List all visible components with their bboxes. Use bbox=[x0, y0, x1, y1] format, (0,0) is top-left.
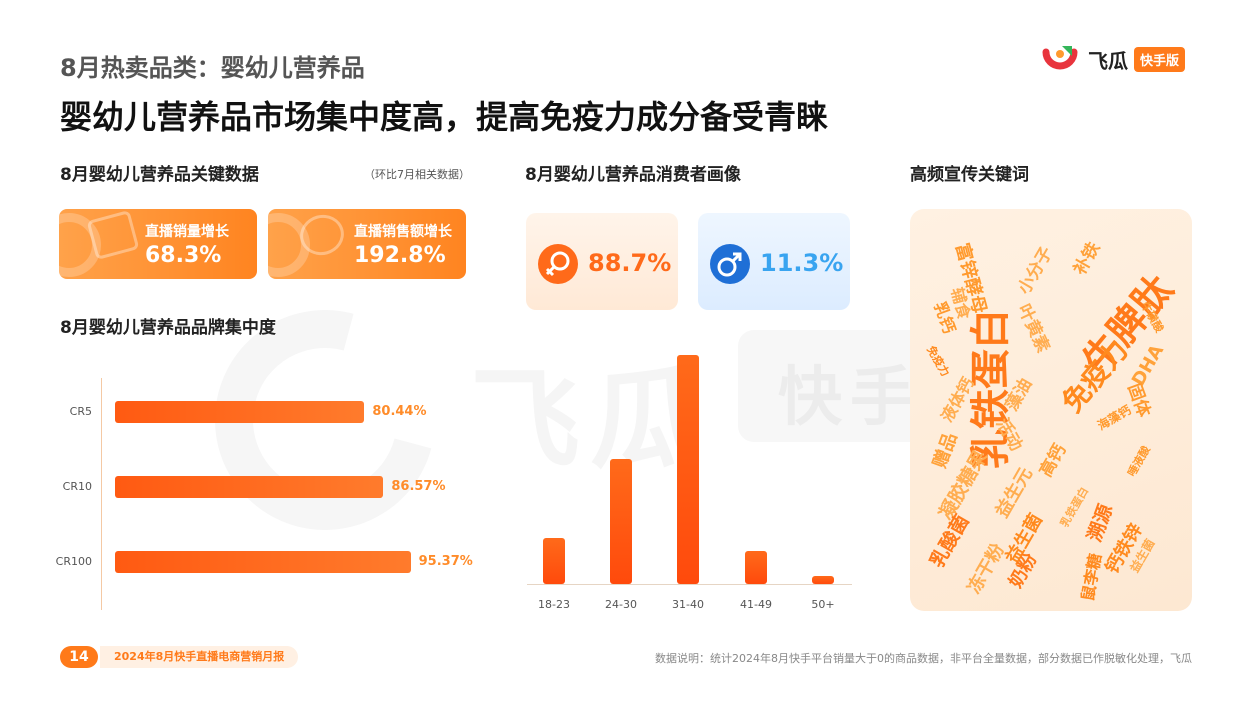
cr-axis bbox=[101, 378, 102, 610]
keyword: 免疫力 bbox=[924, 343, 952, 379]
age-bar bbox=[745, 551, 767, 584]
page-kicker: 8月热卖品类：婴幼儿营养品 bbox=[60, 54, 365, 82]
male-share-value: 11.3% bbox=[760, 249, 844, 277]
cr-bar bbox=[115, 476, 384, 498]
stat-value: 192.8% bbox=[354, 243, 446, 268]
stat-card-sales-amount: 直播销售额增长 192.8% bbox=[268, 209, 466, 279]
logo-name: 飞瓜 bbox=[1088, 48, 1128, 73]
keyword: 小分子 bbox=[1014, 243, 1058, 298]
female-share-value: 88.7% bbox=[588, 249, 672, 277]
keyword: 乳酸菌 bbox=[926, 511, 974, 572]
brand-concentration-title: 8月婴幼儿营养品品牌集中度 bbox=[60, 318, 276, 338]
stat-label: 直播销量增长 bbox=[145, 224, 229, 240]
age-tick-label: 18-23 bbox=[538, 598, 570, 611]
cr-category-label: CR5 bbox=[69, 405, 92, 418]
box-icon bbox=[86, 209, 140, 261]
keyword: 鼠李糖 bbox=[1077, 551, 1106, 603]
age-bar bbox=[677, 354, 699, 584]
keyword: 叶黄素 bbox=[1013, 301, 1054, 356]
keyword: 海藻钙 bbox=[1095, 402, 1134, 433]
logo-badge: 快手版 bbox=[1134, 46, 1186, 72]
stat-card-sales-volume: 直播销量增长 68.3% bbox=[59, 209, 257, 279]
keyword-cloud: 乳铁蛋白 牛脾肽 免疫力 DHA 富锌酵母 辅食 小分子 补铁 叶黄素 乳钙 牛… bbox=[910, 209, 1192, 611]
key-data-note: （环比7月相关数据） bbox=[364, 168, 470, 181]
feigua-logo-icon bbox=[1042, 46, 1078, 70]
stat-label: 直播销售额增长 bbox=[354, 224, 452, 240]
age-bar bbox=[543, 538, 565, 584]
consumer-profile-title: 8月婴幼儿营养品消费者画像 bbox=[525, 165, 741, 185]
cr-category-label: CR100 bbox=[55, 555, 92, 568]
brand-logo: 飞瓜 快手版 bbox=[1040, 42, 1186, 76]
keywords-title: 高频宣传关键词 bbox=[910, 165, 1029, 185]
age-axis bbox=[527, 584, 852, 585]
card-deco-ring bbox=[59, 213, 101, 277]
cr-bar bbox=[115, 401, 365, 423]
data-note: 数据说明：统计2024年8月快手平台销量大于0的商品数据，非平台全量数据，部分数… bbox=[655, 652, 1192, 665]
cr-value-label: 95.37% bbox=[418, 554, 473, 569]
keyword: 唾液酸 bbox=[1125, 443, 1153, 479]
page-title: 婴幼儿营养品市场集中度高，提高免疫力成分备受青睐 bbox=[60, 98, 829, 136]
age-bar bbox=[812, 576, 834, 584]
cr-value-label: 86.57% bbox=[391, 479, 446, 494]
report-name: 2024年8月快手直播电商营销月报 bbox=[100, 646, 299, 668]
age-tick-label: 31-40 bbox=[672, 598, 704, 611]
age-tick-label: 24-30 bbox=[605, 598, 637, 611]
age-tick-label: 41-49 bbox=[740, 598, 772, 611]
age-bar bbox=[610, 459, 632, 584]
cr-bar bbox=[115, 551, 411, 573]
female-icon bbox=[538, 244, 578, 284]
card-deco-ring bbox=[268, 213, 310, 277]
stat-value: 68.3% bbox=[145, 243, 222, 268]
cr-category-label: CR10 bbox=[62, 480, 92, 493]
male-share-card: 11.3% bbox=[698, 213, 850, 310]
keyword: 补铁 bbox=[1070, 239, 1105, 279]
watermark-text: 飞瓜 bbox=[470, 356, 710, 484]
keyword: 冻干粉 bbox=[963, 540, 1009, 598]
page-number: 14 bbox=[60, 646, 98, 668]
age-tick-label: 50+ bbox=[811, 598, 835, 611]
female-share-card: 88.7% bbox=[526, 213, 678, 310]
key-data-title: 8月婴幼儿营养品关键数据 bbox=[60, 165, 259, 185]
cr-value-label: 80.44% bbox=[372, 404, 427, 419]
male-icon bbox=[710, 244, 750, 284]
